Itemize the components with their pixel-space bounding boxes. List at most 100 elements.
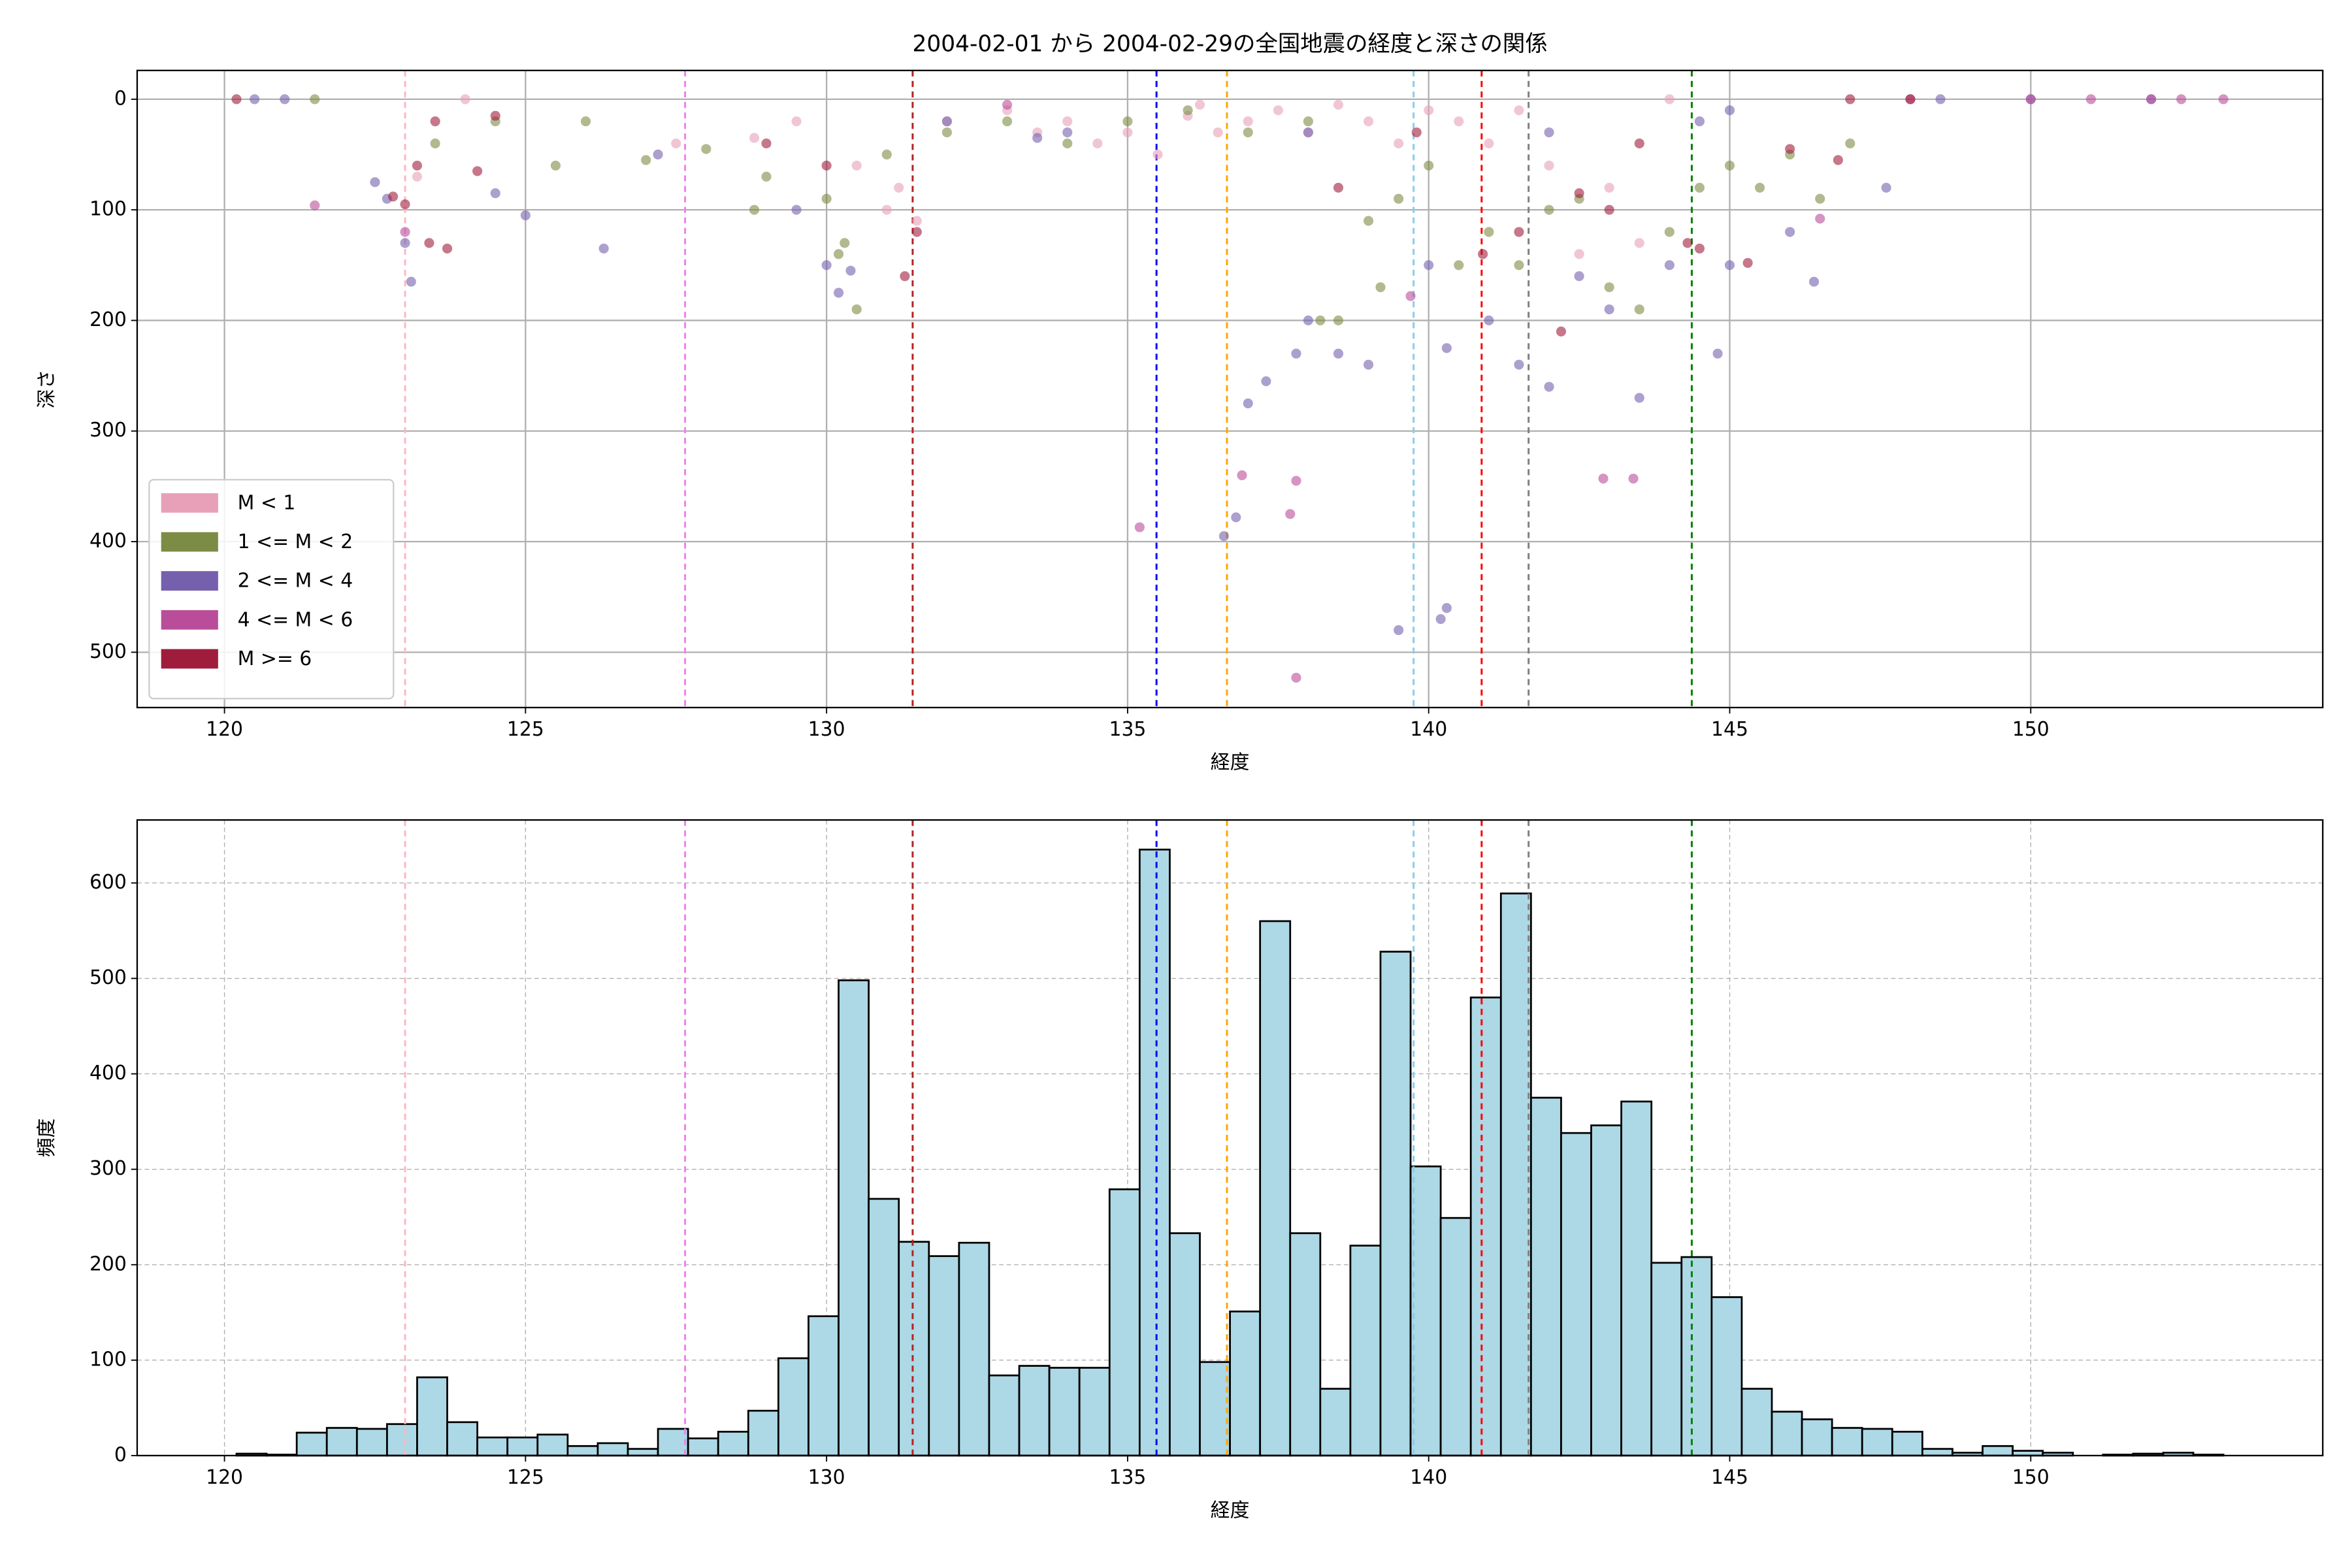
histogram-bar	[687, 1437, 719, 1457]
histogram-bar	[868, 1198, 900, 1457]
scatter-point	[1604, 182, 1614, 193]
histogram-bar	[325, 1427, 358, 1457]
scatter-point	[406, 276, 416, 287]
x-tick-label: 120	[206, 1466, 243, 1489]
y-tick-label: 600	[90, 871, 127, 894]
scatter-point	[1152, 149, 1163, 160]
histogram-bar	[1379, 951, 1412, 1457]
scatter-point	[1484, 139, 1494, 149]
y-tick-label: 300	[90, 419, 127, 442]
scatter-point	[1375, 282, 1386, 293]
histogram-bar	[506, 1436, 539, 1457]
scatter-point	[791, 116, 802, 127]
scatter-point	[1303, 116, 1313, 127]
histogram-bar	[988, 1374, 1021, 1457]
histogram-bar	[928, 1255, 960, 1457]
scatter-point	[701, 144, 711, 154]
histogram-bar	[1831, 1427, 1863, 1457]
histogram-bar	[1229, 1310, 1262, 1457]
scatter-point	[310, 200, 320, 210]
scatter-point	[1441, 603, 1452, 613]
scatter-point	[412, 171, 423, 182]
scatter-point	[490, 110, 500, 121]
scatter-point	[1394, 139, 1404, 149]
scatter-point	[1062, 127, 1073, 138]
scatter-point	[1261, 376, 1271, 387]
scatter-point	[1122, 116, 1133, 127]
scatter-point	[1785, 144, 1795, 154]
scatter-point	[1333, 315, 1344, 326]
scatter-point	[1183, 105, 1193, 116]
scatter-point	[1291, 348, 1301, 359]
scatter-point	[1724, 260, 1735, 270]
y-tick-label: 400	[90, 1062, 127, 1085]
scatter-point	[911, 227, 922, 237]
scatter-point	[1724, 160, 1735, 171]
scatter-point	[1062, 116, 1073, 127]
scatter-point	[424, 238, 434, 248]
chart-title: 2004-02-01 から 2004-02-29の全国地震の経度と深さの関係	[912, 31, 1547, 57]
scatter-point	[2146, 94, 2157, 105]
scatter-point	[1694, 243, 1705, 253]
scatter-point	[1333, 182, 1344, 193]
scatter-point	[1002, 99, 1013, 110]
scatter-point	[834, 287, 844, 298]
histogram-bar	[808, 1315, 840, 1457]
scatter-point	[1815, 193, 1825, 204]
histogram-bar	[1891, 1431, 1923, 1457]
scatter-point	[1363, 116, 1374, 127]
scatter-point	[370, 177, 380, 188]
histogram-bar	[747, 1409, 779, 1457]
legend-label: M >= 6	[238, 647, 312, 670]
scatter-point	[821, 160, 832, 171]
scatter-point	[2085, 94, 2097, 105]
scatter-point	[2176, 94, 2187, 105]
scatter-point	[1544, 160, 1554, 171]
scatter-point	[1454, 116, 1464, 127]
histogram-bar	[1108, 1188, 1141, 1457]
scatter-point	[1454, 260, 1464, 270]
scatter-point	[1394, 193, 1404, 204]
scatter-point	[821, 193, 832, 204]
y-tick-label: 300	[90, 1157, 127, 1180]
histogram-bar	[777, 1357, 809, 1457]
plot-area	[231, 70, 2229, 708]
scatter-point	[1544, 382, 1554, 392]
histogram-bar	[1199, 1361, 1231, 1457]
scatter-point	[1664, 260, 1674, 270]
legend-label: M < 1	[238, 491, 296, 514]
scatter-point	[1682, 238, 1693, 248]
scatter-point	[550, 160, 561, 171]
axes: 120 125 130 135 140 145 150 0 100 200 300 400 500 600	[90, 820, 2323, 1489]
scatter-point	[894, 182, 904, 193]
scatter-point	[1333, 348, 1344, 359]
scatter-point	[400, 199, 410, 210]
histogram-bar	[1169, 1232, 1201, 1457]
scatter-point	[881, 204, 892, 215]
scatter-point	[1544, 204, 1554, 215]
x-tick-label: 125	[507, 1466, 544, 1489]
scatter-point	[1285, 509, 1296, 519]
scatter-point	[1634, 238, 1644, 248]
scatter-point	[749, 204, 760, 215]
scatter-point	[1634, 393, 1644, 403]
scatter-point	[1694, 182, 1705, 193]
x-tick-label: 145	[1711, 718, 1748, 741]
scatter-point	[400, 227, 410, 237]
legend-label: 4 <= M < 6	[238, 608, 353, 631]
scatter-point	[1724, 105, 1735, 116]
scatter-point	[1231, 512, 1241, 523]
y-axis-label: 頻度	[35, 1119, 58, 1158]
histogram-bar	[1680, 1256, 1713, 1457]
histogram-bar	[1710, 1296, 1743, 1457]
x-tick-label: 125	[507, 718, 544, 741]
scatter-point	[1755, 182, 1765, 193]
scatter-point	[1574, 188, 1584, 199]
histogram-bar	[416, 1376, 448, 1457]
scatter-point	[1333, 99, 1344, 110]
scatter-point	[761, 139, 772, 149]
legend-swatch	[161, 532, 218, 552]
histogram-bar	[1138, 848, 1171, 1457]
y-axis-label: 深さ	[35, 370, 58, 409]
